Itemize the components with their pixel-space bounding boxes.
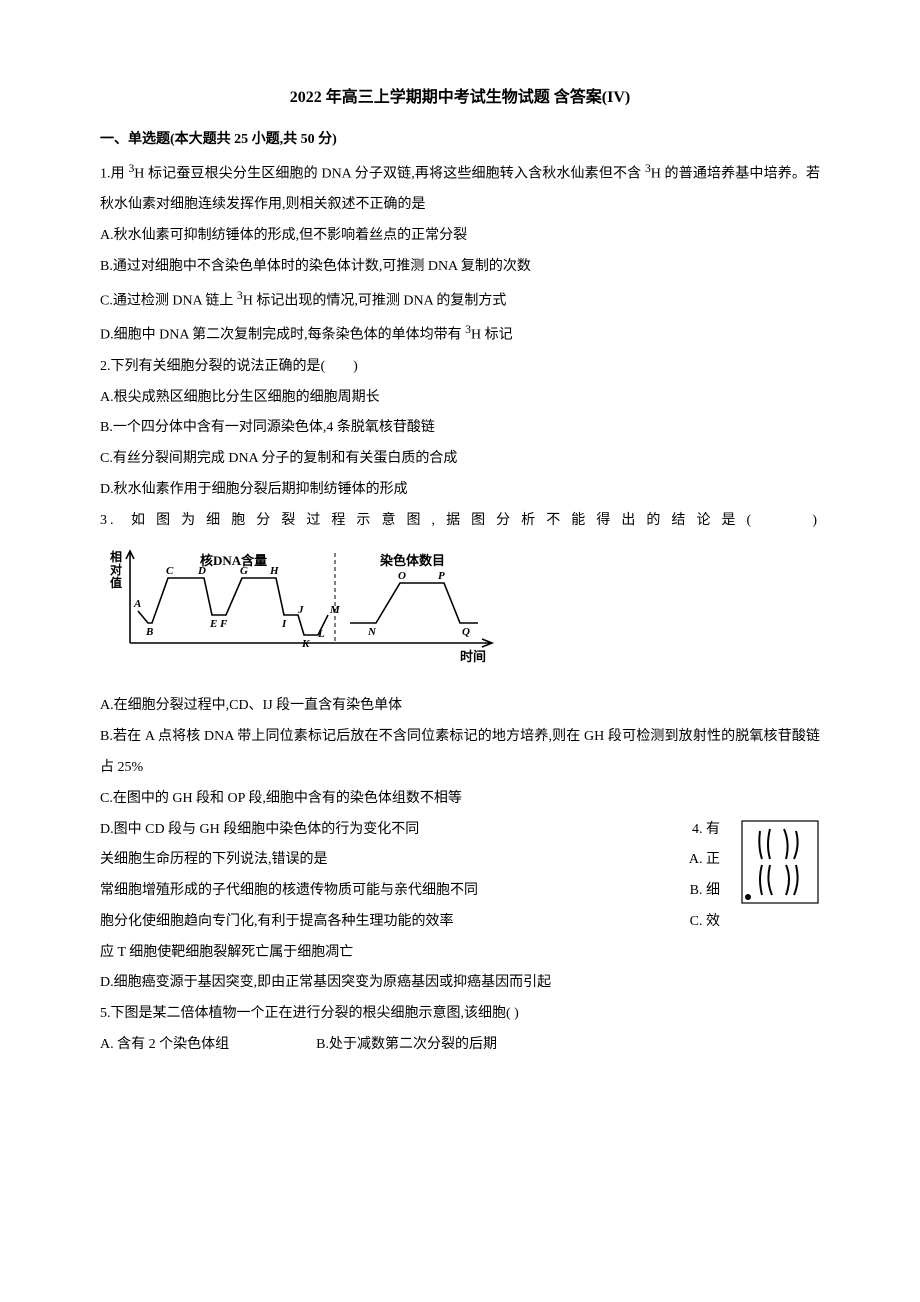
svg-text:G: G xyxy=(240,565,248,577)
svg-text:I: I xyxy=(281,618,287,630)
q3-chart: 相对值 核DNA含量 染色体数目时间 A B C D EF G H IJ KLM N O P Q xyxy=(100,543,820,686)
svg-text:Q: Q xyxy=(462,626,470,638)
q3-option-d-and-q4: D.图中 CD 段与 GH 段细胞中染色体的行为变化不同 4. 有 xyxy=(100,815,820,846)
svg-text:A: A xyxy=(133,598,141,610)
svg-text:C: C xyxy=(166,565,174,577)
svg-text:染色体数目: 染色体数目 xyxy=(379,553,445,568)
q3-option-c: C.在图中的 GH 段和 OP 段,细胞中含有的染色体组数不相等 xyxy=(100,784,820,815)
q1-option-a: A.秋水仙素可抑制纺锤体的形成,但不影响着丝点的正常分裂 xyxy=(100,221,820,252)
q4-stem2: 常细胞增殖形成的子代细胞的核遗传物质可能与亲代细胞不同 xyxy=(100,883,478,898)
svg-text:N: N xyxy=(367,626,377,638)
q3-option-d: D.图中 CD 段与 GH 段细胞中染色体的行为变化不同 xyxy=(100,822,419,837)
svg-text:对: 对 xyxy=(110,562,122,577)
q2-option-b: B.一个四分体中含有一对同源染色体,4 条脱氧核苷酸链 xyxy=(100,413,820,444)
q2-option-c: C.有丝分裂间期完成 DNA 分子的复制和有关蛋白质的合成 xyxy=(100,444,820,475)
svg-text:时间: 时间 xyxy=(460,649,486,664)
q4-stem1: 关细胞生命历程的下列说法,错误的是 xyxy=(100,852,328,867)
q1-stem-part2: H 标记蚕豆根尖分生区细胞的 DNA 分子双链,再将这些细胞转入含秋水仙素但不含 xyxy=(134,167,645,182)
q4-option-c-part: C. 效 xyxy=(690,907,720,938)
q4-option-d: D.细胞癌变源于基因突变,即由正常基因突变为原癌基因或抑癌基因而引起 xyxy=(100,968,820,999)
q1-option-c: C.通过检测 DNA 链上 3H 标记出现的情况,可推测 DNA 的复制方式 xyxy=(100,283,820,317)
svg-text:值: 值 xyxy=(110,575,122,590)
q4-lead: 4. 有 xyxy=(692,815,720,846)
svg-text:P: P xyxy=(438,570,445,582)
q3-option-b: B.若在 A 点将核 DNA 带上同位素标记后放在不含同位素标记的地方培养,则在… xyxy=(100,722,820,784)
q1-stem-part3: H xyxy=(651,167,661,182)
q4-stem4: 应 T 细胞使靶细胞裂解死亡属于细胞凋亡 xyxy=(100,938,820,969)
q4-cell-figure xyxy=(740,819,820,918)
svg-text:E: E xyxy=(209,618,217,630)
q1-stem-part1: 1.用 xyxy=(100,167,128,182)
q5-option-a: A. 含有 2 个染色体组 xyxy=(100,1037,229,1052)
q4-option-b-part: B. 细 xyxy=(690,876,720,907)
svg-text:D: D xyxy=(197,565,206,577)
question-5-stem: 5.下图是某二倍体植物一个正在进行分裂的根尖细胞示意图,该细胞( ) xyxy=(100,999,820,1030)
q5-options-line: A. 含有 2 个染色体组 B.处于减数第二次分裂的后期 xyxy=(100,1030,820,1061)
q1-option-b: B.通过对细胞中不含染色单体时的染色体计数,可推测 DNA 复制的次数 xyxy=(100,252,820,283)
q2-option-d: D.秋水仙素作用于细胞分裂后期抑制纺锤体的形成 xyxy=(100,475,820,506)
svg-text:B: B xyxy=(145,626,153,638)
svg-text:核DNA含量: 核DNA含量 xyxy=(200,553,267,568)
q4-option-a-part: A. 正 xyxy=(689,845,720,876)
svg-text:L: L xyxy=(317,628,325,640)
section-header: 一、单选题(本大题共 25 小题,共 50 分) xyxy=(100,125,820,156)
q5-option-b: B.处于减数第二次分裂的后期 xyxy=(316,1037,497,1052)
svg-text:K: K xyxy=(301,638,310,650)
question-2-stem: 2.下列有关细胞分裂的说法正确的是( ) xyxy=(100,352,820,383)
svg-text:M: M xyxy=(329,604,341,616)
q2-option-a: A.根尖成熟区细胞比分生区细胞的细胞周期长 xyxy=(100,383,820,414)
svg-text:相: 相 xyxy=(110,549,122,564)
q1-option-d: D.细胞中 DNA 第二次复制完成时,每条染色体的单体均带有 3H 标记 xyxy=(100,317,820,351)
q3-option-a: A.在细胞分裂过程中,CD、IJ 段一直含有染色单体 xyxy=(100,691,820,722)
question-1: 1.用 3H 标记蚕豆根尖分生区细胞的 DNA 分子双链,再将这些细胞转入含秋水… xyxy=(100,156,820,221)
q4-stem3: 胞分化使细胞趋向专门化,有利于提高各种生理功能的效率 xyxy=(100,914,454,929)
page-title: 2022 年高三上学期期中考试生物试题 含答案(IV) xyxy=(100,80,820,115)
svg-text:F: F xyxy=(219,618,228,630)
question-3-stem: 3. 如图为细胞分裂过程示意图,据图分析不能得出的结论是( ) xyxy=(100,506,820,537)
svg-text:J: J xyxy=(297,604,304,616)
svg-text:O: O xyxy=(398,570,406,582)
svg-text:H: H xyxy=(269,565,279,577)
